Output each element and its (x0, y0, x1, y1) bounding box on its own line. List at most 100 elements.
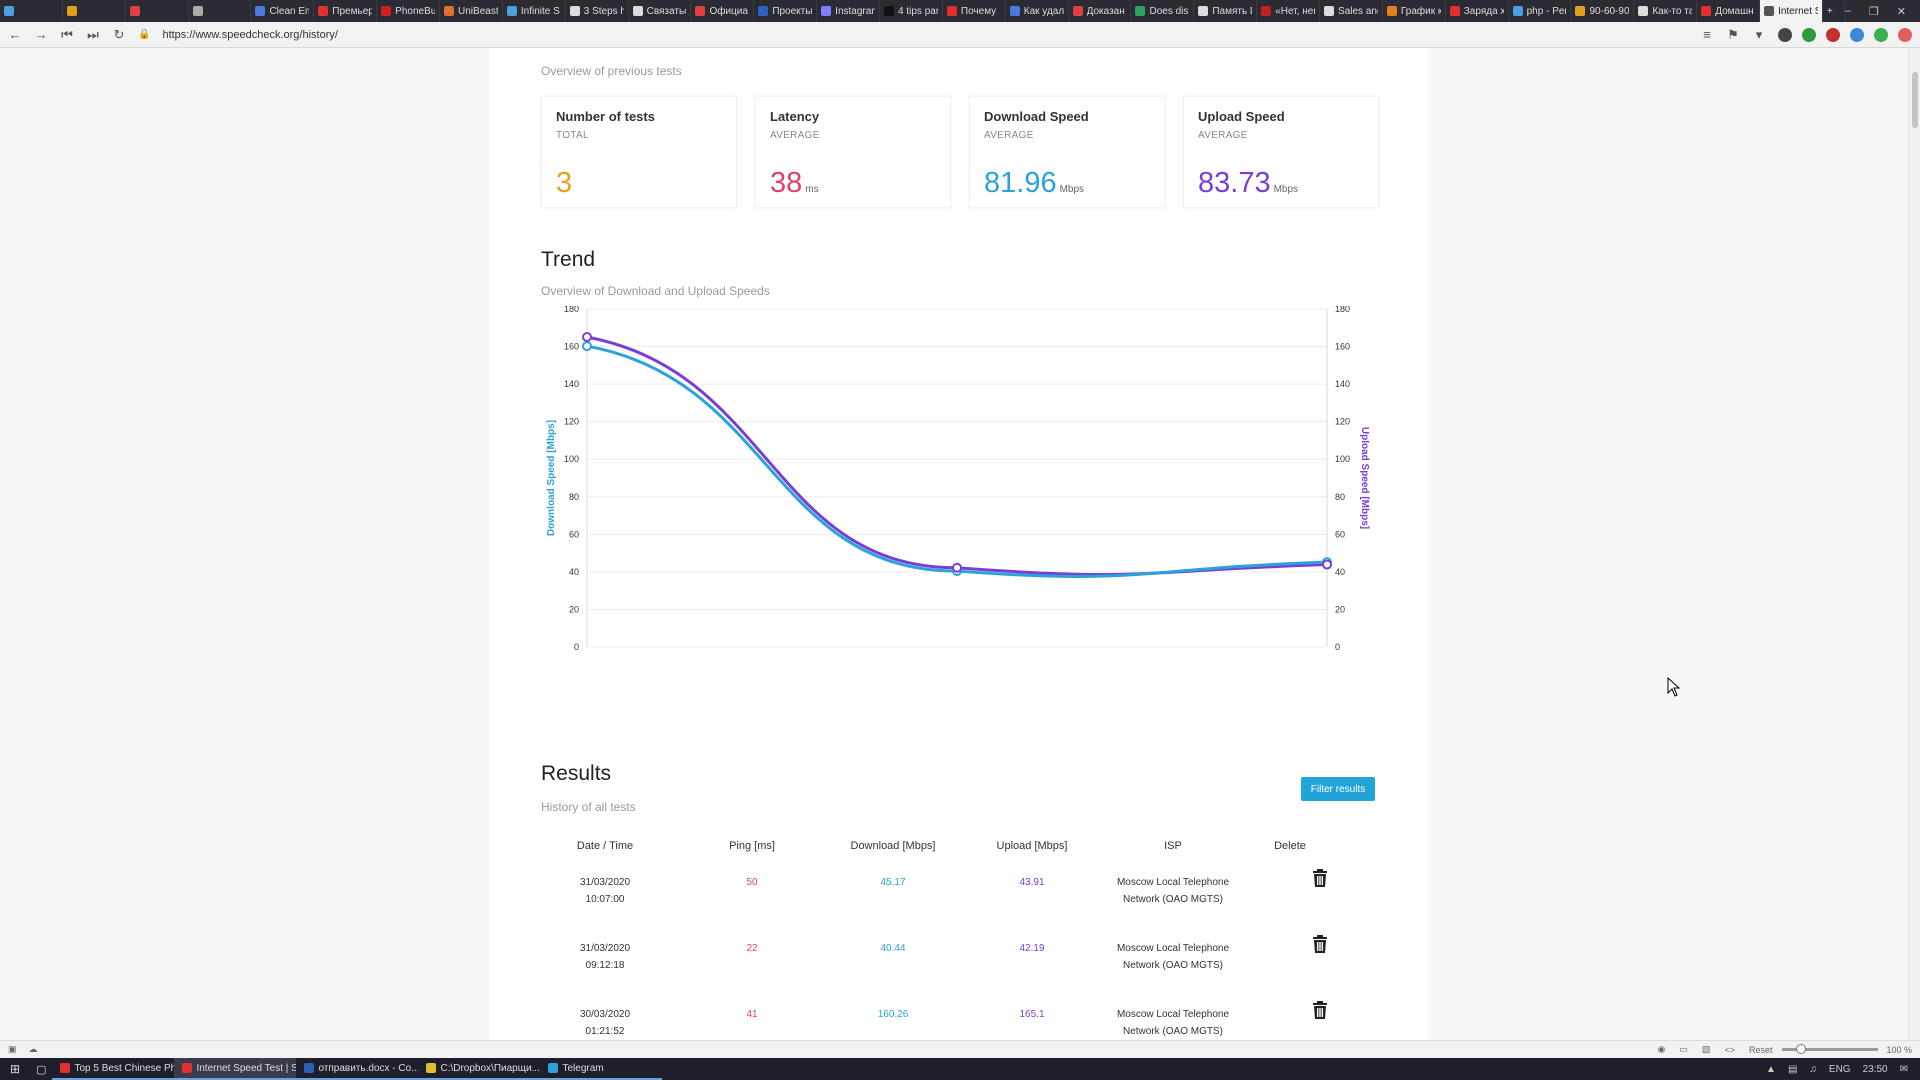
tab-title: Премьер (332, 5, 373, 17)
date-text: 30/03/2020 (579, 1009, 631, 1020)
image-icon[interactable]: ▧ (1701, 1044, 1711, 1054)
browser-tab[interactable]: php - Per (1509, 0, 1572, 22)
system-tray: ▲ ▤ ♫ ENG 23:50 ✉ (1766, 1064, 1920, 1075)
code-icon[interactable]: <> (1724, 1044, 1735, 1055)
tab-favicon-icon (632, 6, 643, 16)
browser-tab[interactable]: Infinite S (503, 0, 566, 22)
browser-tab[interactable]: Instagram (817, 0, 881, 22)
browser-tab[interactable]: Internet S (1760, 0, 1823, 22)
col-header-upload[interactable]: Upload [Mbps] (996, 840, 1068, 852)
window-icon[interactable]: ▭ (1679, 1044, 1688, 1054)
browser-tab[interactable]: Проекты (754, 0, 818, 22)
close-icon[interactable]: ✕ (1896, 5, 1906, 18)
scrollbar-thumb[interactable] (1912, 72, 1918, 128)
reload-icon[interactable]: ↻ (113, 26, 125, 42)
delete-trash-icon[interactable] (1311, 1000, 1329, 1020)
rewind-icon[interactable]: ⏮ (61, 26, 73, 42)
volume-icon[interactable]: ♫ (1809, 1063, 1817, 1075)
fast-forward-icon[interactable]: ⏭ (87, 26, 99, 42)
task-view-icon[interactable]: ▢ (36, 1063, 47, 1076)
browser-tab[interactable]: Официа (691, 0, 755, 22)
minimize-icon[interactable]: – (1844, 4, 1851, 17)
bookmark-icon[interactable]: ⚑ (1727, 26, 1739, 42)
browser-tab[interactable] (0, 0, 63, 22)
reader-icon[interactable]: ≡ (1703, 27, 1711, 42)
browser-tab[interactable]: «Нет, неп (1257, 0, 1321, 22)
new-tab-button[interactable]: + (1823, 0, 1845, 22)
browser-tab[interactable]: Clean Em (251, 0, 315, 22)
stat-value: 83.73 Mbps (1198, 167, 1298, 200)
url-field[interactable]: https://www.speedcheck.org/history/ (162, 28, 338, 41)
panel-toggle-icon[interactable]: ▣ (8, 1044, 17, 1054)
camera-icon[interactable]: ◉ (1657, 1044, 1666, 1054)
browser-tab[interactable]: Домашн (1697, 0, 1761, 22)
notifications-icon[interactable]: ✉ (1899, 1063, 1908, 1075)
tray-icons[interactable]: ▲ (1766, 1063, 1776, 1075)
lock-icon: 🔒 (138, 29, 151, 40)
zoom-level: 100 % (1886, 1044, 1912, 1055)
browser-tab[interactable]: Премьер (314, 0, 378, 22)
download-text: 40.44 (880, 943, 906, 954)
tab-favicon-icon (4, 6, 14, 16)
browser-tab[interactable]: Заряда хв (1446, 0, 1509, 22)
browser-tab[interactable]: 4 tips par (880, 0, 943, 22)
back-icon[interactable]: ← (8, 27, 22, 42)
col-header-download[interactable]: Download [Mbps] (850, 840, 936, 852)
browser-tab[interactable]: Связаться (629, 0, 692, 22)
tab-title: Домашн (1715, 5, 1754, 17)
browser-tab[interactable]: Does disp (1131, 0, 1195, 22)
tab-favicon-icon (821, 6, 832, 16)
zoom-slider-handle[interactable] (1796, 1044, 1807, 1054)
delete-trash-icon[interactable] (1311, 934, 1329, 954)
page-scrollbar[interactable] (1908, 48, 1920, 1040)
taskbar-app-item[interactable]: Telegram (540, 1058, 663, 1080)
browser-tab[interactable]: Как-то та (1634, 0, 1698, 22)
extension-red-icon[interactable] (1826, 27, 1840, 42)
maximize-icon[interactable]: ❐ (1868, 5, 1879, 18)
browser-tab[interactable]: UniBeast (440, 0, 503, 22)
clock[interactable]: 23:50 (1862, 1063, 1888, 1075)
taskbar-app-item[interactable]: C:\Dropbox\Пиарщи... (418, 1058, 541, 1080)
zoom-slider[interactable] (1782, 1044, 1879, 1054)
extension-avatar-icon[interactable] (1778, 27, 1792, 42)
browser-tab[interactable]: Доказан (1069, 0, 1132, 22)
browser-tab[interactable]: 90-60-90 (1571, 0, 1635, 22)
tab-title: Почему (960, 5, 997, 17)
forward-icon[interactable]: → (34, 27, 48, 42)
tab-favicon-icon (1449, 6, 1460, 16)
taskbar-app-item[interactable]: отправить.docx - Co... (296, 1058, 419, 1080)
browser-tab[interactable]: Почему (943, 0, 1006, 22)
browser-tab[interactable] (189, 0, 252, 22)
stat-value: 38 ms (770, 167, 819, 200)
col-header-date[interactable]: Date / Time (576, 840, 634, 852)
extension-chat-icon[interactable] (1874, 27, 1888, 42)
page-viewport: Statistics Overview of previous tests Nu… (0, 48, 1908, 1040)
taskbar-app-item[interactable]: Internet Speed Test | S... (174, 1058, 297, 1080)
browser-tab[interactable]: Как удал (1006, 0, 1069, 22)
stat-label: Latency (770, 109, 820, 124)
taskbar-app-item[interactable]: Top 5 Best Chinese Ph... (52, 1058, 175, 1080)
filter-results-button[interactable]: Filter results (1301, 777, 1375, 801)
col-header-isp[interactable]: ISP (1164, 840, 1182, 852)
dropdown-icon[interactable]: ▾ (1755, 26, 1763, 42)
browser-tab[interactable]: 3 Steps h (566, 0, 629, 22)
browser-tab[interactable]: График к (1383, 0, 1446, 22)
y-tick-label-left: 60 (569, 529, 579, 539)
browser-tab-bar: Clean Em Премьер PhoneBu UniBeast Infinite S… (0, 0, 1920, 22)
zoom-reset-button[interactable]: Reset (1748, 1044, 1773, 1055)
start-icon[interactable]: ⊞ (10, 1062, 21, 1076)
delete-trash-icon[interactable] (1311, 868, 1329, 888)
network-icon[interactable]: ▤ (1787, 1063, 1798, 1075)
browser-tab[interactable] (63, 0, 126, 22)
extension-calendar-icon[interactable] (1850, 27, 1864, 42)
browser-tab[interactable]: Sales and (1320, 0, 1383, 22)
browser-tab[interactable]: PhoneBu (377, 0, 441, 22)
browser-tab[interactable]: Память D (1194, 0, 1258, 22)
extension-rec-icon[interactable] (1898, 27, 1912, 42)
browser-tab[interactable] (126, 0, 189, 22)
cloud-icon[interactable]: ☁ (28, 1044, 38, 1054)
extension-green-icon[interactable] (1802, 27, 1816, 42)
table-cell-isp: Moscow Local Telephone Network (OAO MGTS) (1083, 940, 1263, 974)
col-header-ping[interactable]: Ping [ms] (729, 840, 775, 852)
language-indicator[interactable]: ENG (1828, 1063, 1851, 1075)
